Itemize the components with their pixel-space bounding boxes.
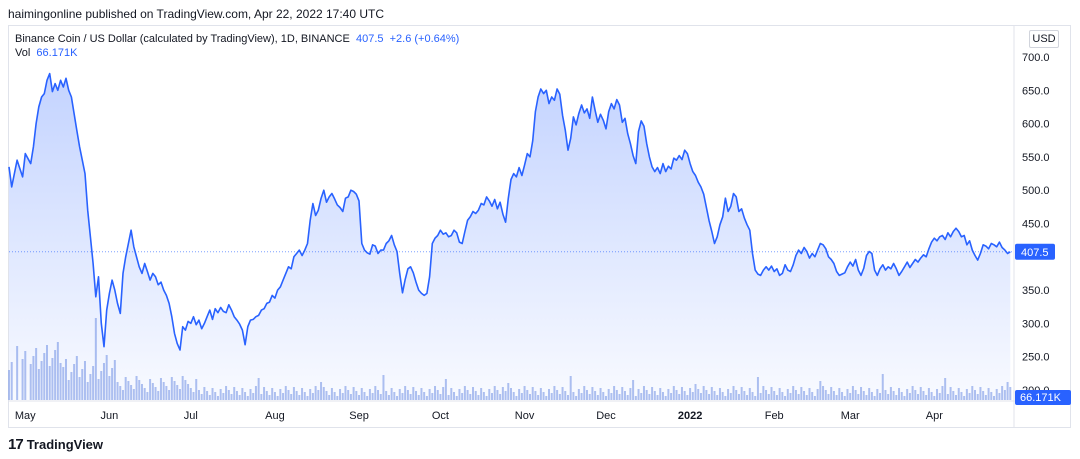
y-tick-label: 700.0	[1022, 52, 1050, 64]
y-tick-label: 300.0	[1022, 318, 1050, 330]
currency-button[interactable]: USD	[1029, 30, 1059, 48]
x-tick-label: Oct	[432, 410, 449, 422]
x-tick-label: Nov	[515, 410, 535, 422]
volume-value: 66.171K	[36, 47, 78, 59]
price-line	[8, 72, 1011, 351]
chart-legend: Binance Coin / US Dollar (calculated by …	[15, 32, 459, 47]
price-change-value: +2.6 (+0.64%)	[389, 33, 460, 45]
x-tick-label: Apr	[926, 410, 943, 422]
price-tag-label: 407.5	[1021, 247, 1049, 259]
volume-legend: Vol 66.171K	[15, 47, 77, 59]
tradingview-brand: TradingView	[26, 437, 104, 452]
x-tick-label: Mar	[841, 410, 860, 422]
volume-tag-box	[1015, 390, 1071, 405]
y-tick-label: 550.0	[1022, 152, 1050, 164]
x-tick-label: Jul	[184, 410, 198, 422]
x-tick-label: Jun	[101, 410, 119, 422]
symbol-description: Binance Coin / US Dollar (calculated by …	[15, 33, 350, 45]
y-tick-label: 450.0	[1022, 219, 1050, 231]
last-price-value: 407.5	[355, 33, 384, 45]
x-tick-label: Sep	[349, 410, 369, 422]
publisher-line: haimingonline published on TradingView.c…	[8, 7, 385, 21]
price-tag-box	[1015, 243, 1055, 260]
y-tick-label: 350.0	[1022, 285, 1050, 297]
tradingview-footer[interactable]: 17 TradingView	[8, 436, 103, 453]
x-tick-label: May	[15, 410, 36, 422]
volume-tag-label: 66.171K	[1020, 392, 1062, 404]
y-tick-label: 250.0	[1022, 352, 1050, 364]
chart-frame	[8, 25, 1071, 428]
y-tick-label: 650.0	[1022, 85, 1050, 97]
y-tick-label: 500.0	[1022, 185, 1050, 197]
tradingview-logo-icon: 17	[8, 436, 24, 453]
x-tick-label: Dec	[596, 410, 616, 422]
x-tick-label: Aug	[265, 410, 285, 422]
volume-label: Vol	[15, 47, 31, 59]
x-tick-label: 2022	[678, 410, 702, 422]
x-tick-label: Feb	[765, 410, 784, 422]
price-area-fill	[9, 73, 1011, 400]
y-tick-label: 600.0	[1022, 119, 1050, 131]
